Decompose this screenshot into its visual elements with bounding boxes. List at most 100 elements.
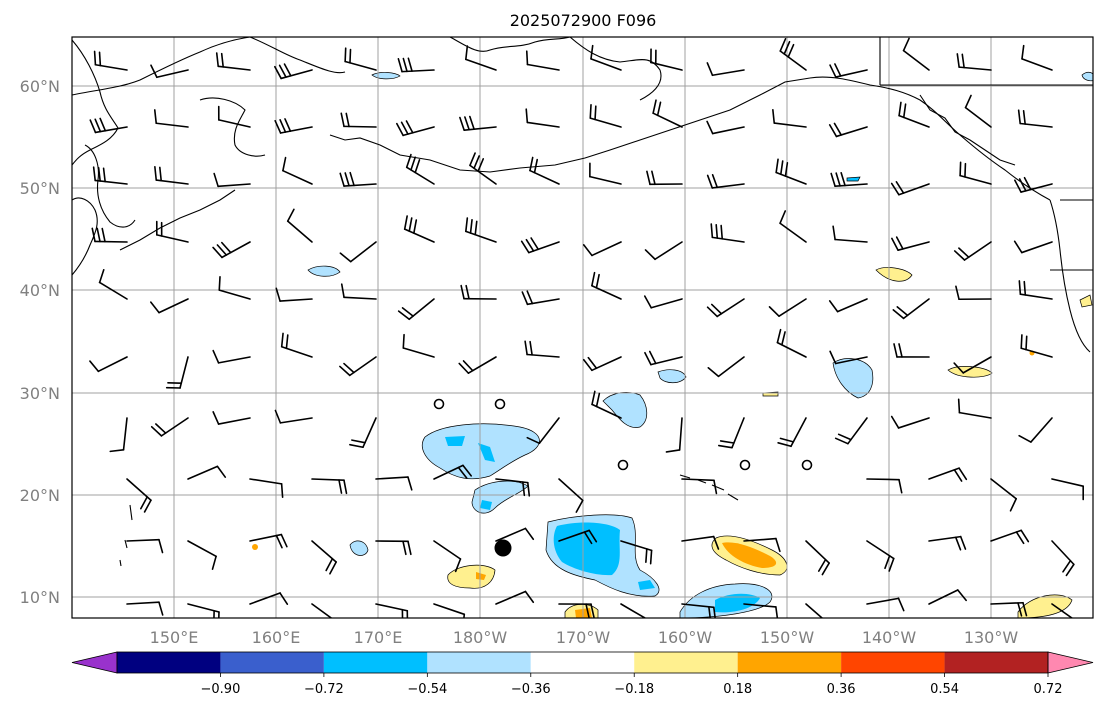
lat-label: 60°N xyxy=(20,77,60,96)
wind-barb xyxy=(902,37,930,71)
coast-alaska-south xyxy=(809,76,1051,201)
colorbar-tick-label: −0.18 xyxy=(614,682,654,697)
latitude-labels: 60°N 50°N 40°N 30°N 20°N 10°N xyxy=(20,77,60,607)
wind-barb xyxy=(990,529,1030,545)
wind-barb xyxy=(458,356,497,374)
colorbar-segment xyxy=(737,652,842,673)
wind-barb xyxy=(1051,603,1074,618)
lon-label: 150°E xyxy=(150,628,199,647)
map-panel xyxy=(72,37,1093,618)
wind-barb xyxy=(93,50,128,71)
calm-circle xyxy=(801,459,813,471)
wind-barb xyxy=(1051,478,1084,501)
wind-barb xyxy=(650,48,683,71)
wind-barb xyxy=(109,417,128,453)
wind-barb xyxy=(1021,44,1053,71)
wind-barb xyxy=(92,166,128,185)
shade-neg-k xyxy=(1081,71,1093,82)
colorbar-tick-label: −0.54 xyxy=(407,682,447,697)
wind-barb xyxy=(866,478,903,494)
wind-barb xyxy=(893,343,930,358)
calm-circle xyxy=(494,398,506,410)
wind-barb xyxy=(652,99,683,128)
shade-neg-l xyxy=(846,176,861,182)
wind-barb xyxy=(1018,280,1053,300)
wind-barb xyxy=(212,241,251,259)
gridlines xyxy=(72,37,1093,618)
colorbar-segment xyxy=(117,652,221,673)
shade-pos-a-core xyxy=(476,572,486,580)
lon-label: 170°W xyxy=(556,628,611,647)
wind-barb xyxy=(274,118,313,134)
wind-barb xyxy=(469,152,497,185)
wind-barb xyxy=(433,540,462,573)
wind-barb xyxy=(150,417,189,437)
shade-neg-i xyxy=(371,72,401,80)
calm-circle xyxy=(617,459,629,471)
coast-marianas xyxy=(119,504,133,567)
coast-bc-panhandle xyxy=(919,94,1016,166)
calm-circle xyxy=(739,459,751,471)
wind-barb xyxy=(706,62,745,77)
colorbar-tick-label: 0.18 xyxy=(723,682,752,697)
wind-barb xyxy=(525,50,560,71)
colorbar-segment xyxy=(220,652,324,673)
wind-barb xyxy=(955,285,992,301)
wind-barb xyxy=(890,181,930,196)
wind-barb xyxy=(397,298,435,321)
coast-alaska-bristol xyxy=(569,37,662,101)
wind-barb xyxy=(706,120,745,135)
storm-center-marker xyxy=(494,539,512,557)
colorbar-tick-label: −0.90 xyxy=(201,682,241,697)
wind-barb xyxy=(866,597,905,612)
wind-barb xyxy=(91,227,128,243)
coast-hawaii xyxy=(679,474,739,501)
wind-barb xyxy=(582,356,622,372)
wind-barb xyxy=(311,478,348,495)
wind-barb xyxy=(249,533,288,549)
wind-barb xyxy=(953,241,992,261)
lat-label: 20°N xyxy=(20,486,60,505)
wind-barb xyxy=(990,478,1017,512)
wind-barb xyxy=(681,535,720,550)
wind-barb xyxy=(892,298,930,320)
lon-label: 150°W xyxy=(760,628,815,647)
wind-barb xyxy=(558,478,584,513)
wind-barb xyxy=(375,540,412,556)
wind-barb xyxy=(165,356,189,389)
wind-barb xyxy=(274,63,313,80)
wind-barb xyxy=(459,115,497,131)
colorbar-segment xyxy=(634,652,738,673)
colorbar-segment xyxy=(323,652,428,673)
colorbar: −0.90 −0.72 −0.54 −0.36 −0.18 0.18 0.36 0.54 0.7… xyxy=(71,651,1094,697)
wind-barb xyxy=(928,589,967,605)
wind-barb xyxy=(928,467,968,482)
coast-japan-kuril xyxy=(72,197,98,276)
wind-barb xyxy=(644,350,683,366)
wind-barb xyxy=(396,120,435,137)
wind-barb xyxy=(433,603,466,618)
wind-barb xyxy=(520,237,560,254)
colorbar-segment xyxy=(530,652,635,673)
shade-pos-i xyxy=(252,544,258,550)
wind-barb xyxy=(249,592,289,605)
wind-barb xyxy=(891,236,930,251)
wind-barb xyxy=(215,52,251,71)
shade-neg-c-core2 xyxy=(638,580,655,590)
coast-chukotka-south xyxy=(199,97,266,157)
wind-barb xyxy=(776,328,807,358)
wind-barb xyxy=(829,350,868,365)
wind-barb xyxy=(710,223,745,243)
coast-alaska-west xyxy=(449,37,571,52)
wind-barb xyxy=(828,298,868,313)
wind-barb xyxy=(805,603,824,618)
wind-barb xyxy=(495,527,535,542)
wind-barb xyxy=(280,332,313,358)
wind-barb xyxy=(681,478,718,495)
shade-pos-b-core xyxy=(722,542,777,568)
wind-barb xyxy=(718,417,745,449)
wind-barb xyxy=(217,105,251,128)
wind-barb xyxy=(495,478,531,497)
wind-barb xyxy=(589,162,622,185)
wind-barb xyxy=(805,540,830,576)
